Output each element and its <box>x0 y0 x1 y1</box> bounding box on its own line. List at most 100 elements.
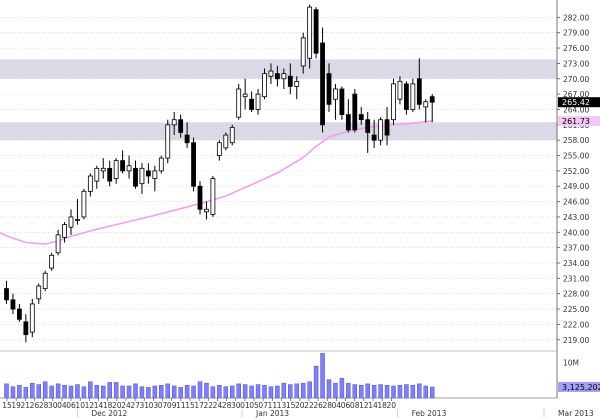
candle <box>139 163 145 194</box>
volume-bar <box>268 386 274 399</box>
candle-body <box>262 73 267 98</box>
x-tick-label: 01 <box>240 401 250 410</box>
candle <box>281 68 287 89</box>
candle <box>268 63 274 84</box>
volume-bar <box>288 384 293 399</box>
candle-body <box>36 285 42 300</box>
volume-bar <box>165 383 170 399</box>
x-tick-label: 08 <box>350 401 360 410</box>
candle-body <box>352 93 358 131</box>
candle <box>378 117 384 146</box>
y-tick-label: 276.00 <box>563 44 589 53</box>
candle-body <box>178 119 184 133</box>
candle <box>49 252 55 271</box>
candle-body <box>68 216 74 228</box>
candle <box>403 81 409 115</box>
candle-body <box>326 73 332 105</box>
x-tick-label: 05 <box>249 401 259 410</box>
y-tick-label: 246.00 <box>563 198 589 207</box>
volume-bar <box>23 387 29 399</box>
x-tick-label: 06 <box>341 401 351 410</box>
volume-bar <box>326 379 332 399</box>
candle <box>55 229 61 256</box>
candle-body <box>184 134 190 144</box>
volume-bar <box>178 387 183 399</box>
candle <box>145 163 151 184</box>
volume-bar <box>139 386 145 399</box>
y-tick-label: 219.00 <box>563 336 589 345</box>
candle-body <box>23 321 29 336</box>
candle-body <box>268 70 274 77</box>
volume-bar <box>371 385 377 399</box>
support-resistance-bands <box>0 59 557 141</box>
candle-body <box>107 167 113 182</box>
candle-body <box>139 167 145 185</box>
candle <box>178 114 184 138</box>
candle <box>10 293 16 315</box>
x-tick-label: 15 <box>2 401 12 410</box>
candle-body <box>87 175 93 192</box>
x-tick-label: 17 <box>194 401 204 410</box>
volume-bar <box>429 386 435 399</box>
volume-bar <box>159 385 164 399</box>
volume-bar <box>384 385 390 399</box>
volume-bar <box>152 385 158 399</box>
last-price-tag-bg <box>558 97 600 108</box>
x-tick-label: 26 <box>30 401 40 410</box>
volume-bar <box>333 382 338 399</box>
x-tick-label: 12 <box>85 401 95 410</box>
volume-bar <box>107 382 112 399</box>
volume-bar <box>391 385 396 399</box>
candle-body <box>294 80 300 87</box>
candle-body <box>216 142 222 156</box>
x-tick-label: 18 <box>377 401 387 410</box>
candle-body <box>120 160 125 172</box>
candle-body <box>29 303 35 333</box>
x-tick-label: 10 <box>75 401 85 410</box>
candle-body <box>410 83 416 110</box>
x-tick-label: 31 <box>139 401 149 410</box>
y-tick-label: 258.00 <box>563 136 589 145</box>
candle-body <box>391 83 396 121</box>
volume-bar <box>113 382 119 399</box>
last-volume-tag-bg <box>558 381 600 392</box>
volume-bar <box>204 382 209 399</box>
candle <box>307 4 313 69</box>
candle-body <box>126 165 132 172</box>
y-tick-label: 237.00 <box>563 244 589 253</box>
candle-body <box>281 73 287 80</box>
volume-bar <box>30 382 35 399</box>
x-tick-label: 22 <box>304 401 314 410</box>
candle <box>165 119 171 164</box>
y-tick-label: 252.00 <box>563 167 589 176</box>
candle <box>287 63 293 95</box>
candle-body <box>339 88 345 115</box>
volume-bar <box>313 365 319 399</box>
candle-body <box>75 219 80 221</box>
x-tick-label: 28 <box>322 401 332 410</box>
x-tick-label: 06 <box>66 401 76 410</box>
candle-body <box>255 93 261 110</box>
candle <box>87 173 93 197</box>
candle-body <box>300 37 306 67</box>
candle <box>429 94 435 123</box>
candle <box>294 76 300 100</box>
candle-body <box>358 114 364 121</box>
candle-body <box>423 101 429 108</box>
volume-bar <box>307 381 312 399</box>
candle-body <box>242 93 248 98</box>
candle-body <box>371 134 377 141</box>
candle <box>16 303 22 322</box>
candle <box>371 119 377 148</box>
volume-bar <box>10 386 16 399</box>
candle <box>42 270 48 292</box>
last-price-tag: 265.42 <box>562 98 590 107</box>
candles <box>4 4 435 343</box>
candle <box>197 181 203 215</box>
candle <box>249 91 255 113</box>
volume-bar <box>217 385 222 399</box>
candle-body <box>204 208 209 213</box>
candle-body <box>49 254 55 269</box>
candle <box>274 65 280 87</box>
